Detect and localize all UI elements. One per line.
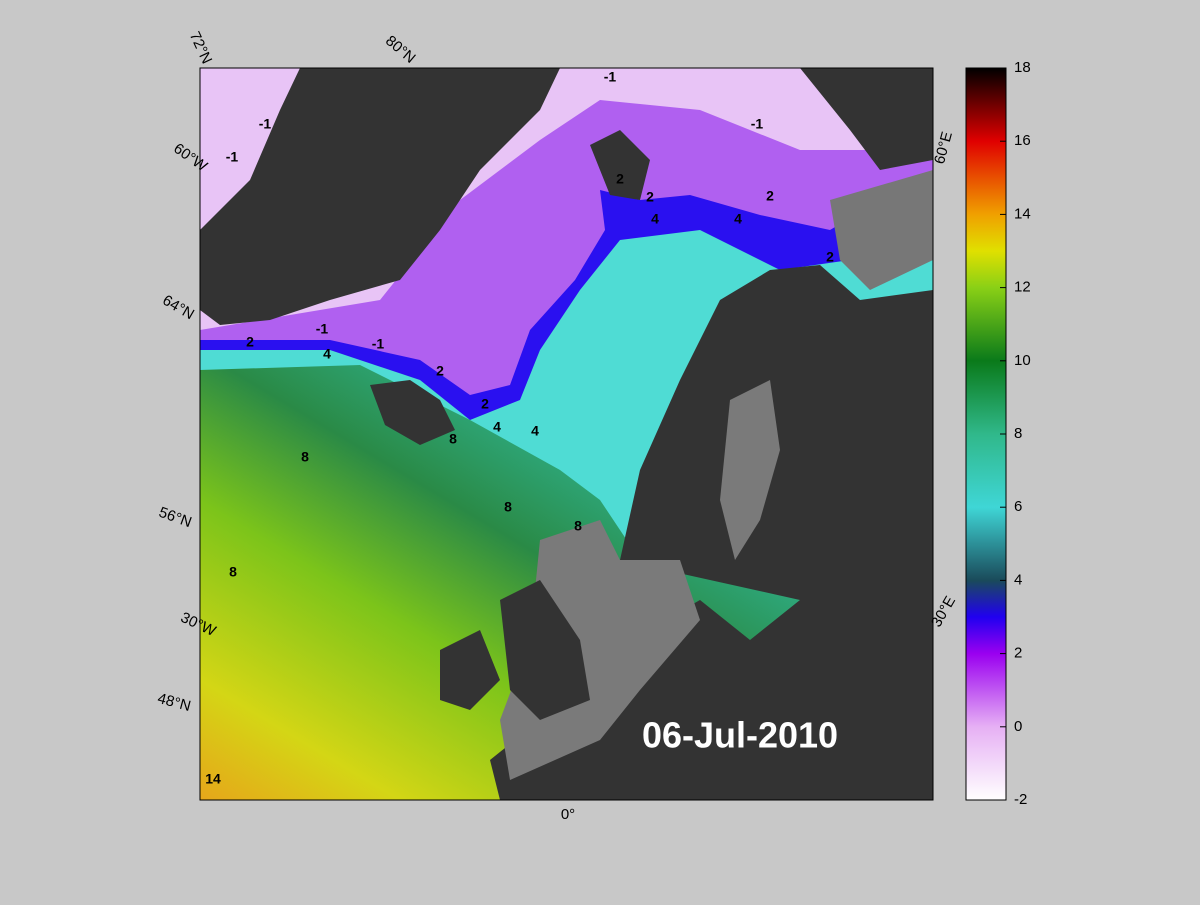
contour-label: 2 (766, 188, 774, 204)
contour-label: 2 (616, 171, 624, 187)
graticule-label: 72°N (186, 29, 216, 67)
colorbar-tick-label: 2 (1014, 645, 1022, 662)
colorbar-tick-label: 12 (1014, 279, 1031, 296)
contour-label: 14 (205, 771, 221, 787)
colorbar-tick-label: 4 (1014, 571, 1022, 588)
contour-label: 8 (449, 431, 457, 447)
colorbar-tick-label: 0 (1014, 718, 1022, 735)
graticule-label: 0° (561, 806, 575, 823)
shelf (830, 170, 933, 290)
contour-label: -1 (372, 336, 385, 352)
graticule-label: 56°N (157, 504, 194, 531)
contour-label: 8 (301, 449, 309, 465)
colorbar-tick-label: 14 (1014, 205, 1031, 222)
graticule-label: 80°N (382, 32, 419, 67)
contour-label: -1 (751, 116, 764, 132)
colorbar (965, 67, 1007, 801)
britain (500, 580, 590, 720)
novaya-zemlya (800, 68, 933, 170)
ireland (440, 630, 500, 710)
contour-label: -1 (604, 69, 617, 85)
contour-label: 8 (574, 518, 582, 534)
colorbar-tick-label: 6 (1014, 498, 1022, 515)
graticule-label: 48°N (156, 690, 193, 715)
baltic (720, 380, 780, 560)
contour-label: 2 (436, 363, 444, 379)
graticule-label: 60°E (931, 130, 956, 166)
contour-label: 4 (531, 423, 539, 439)
map-frame (199, 67, 934, 801)
graticule-label: 64°N (160, 292, 198, 323)
contour-label: 4 (734, 211, 742, 227)
scandinavia-europe (490, 265, 933, 800)
contour-label: 4 (323, 346, 331, 362)
contour-label: 4 (651, 211, 659, 227)
map-area (200, 68, 933, 800)
contour-label: -1 (259, 116, 272, 132)
colorbar-tick-label: 10 (1014, 352, 1031, 369)
contour-label: -1 (316, 321, 329, 337)
svalbard (590, 130, 650, 200)
iceland (370, 380, 455, 445)
contour-label: -1 (226, 149, 239, 165)
colorbar-tick-label: 18 (1014, 59, 1031, 76)
contour-label: 8 (229, 564, 237, 580)
contour-label: 4 (493, 419, 501, 435)
contour-label: 2 (481, 396, 489, 412)
contour-label: 8 (504, 499, 512, 515)
date-label: 06-Jul-2010 (642, 715, 838, 756)
contour-label: 2 (826, 249, 834, 265)
colorbar-tick-label: 16 (1014, 132, 1031, 149)
colorbar-tick-label: -2 (1014, 791, 1027, 808)
contour-label: 2 (246, 334, 254, 350)
greenland (200, 68, 560, 325)
contour-label: 2 (646, 189, 654, 205)
colorbar-tick-label: 8 (1014, 425, 1022, 442)
